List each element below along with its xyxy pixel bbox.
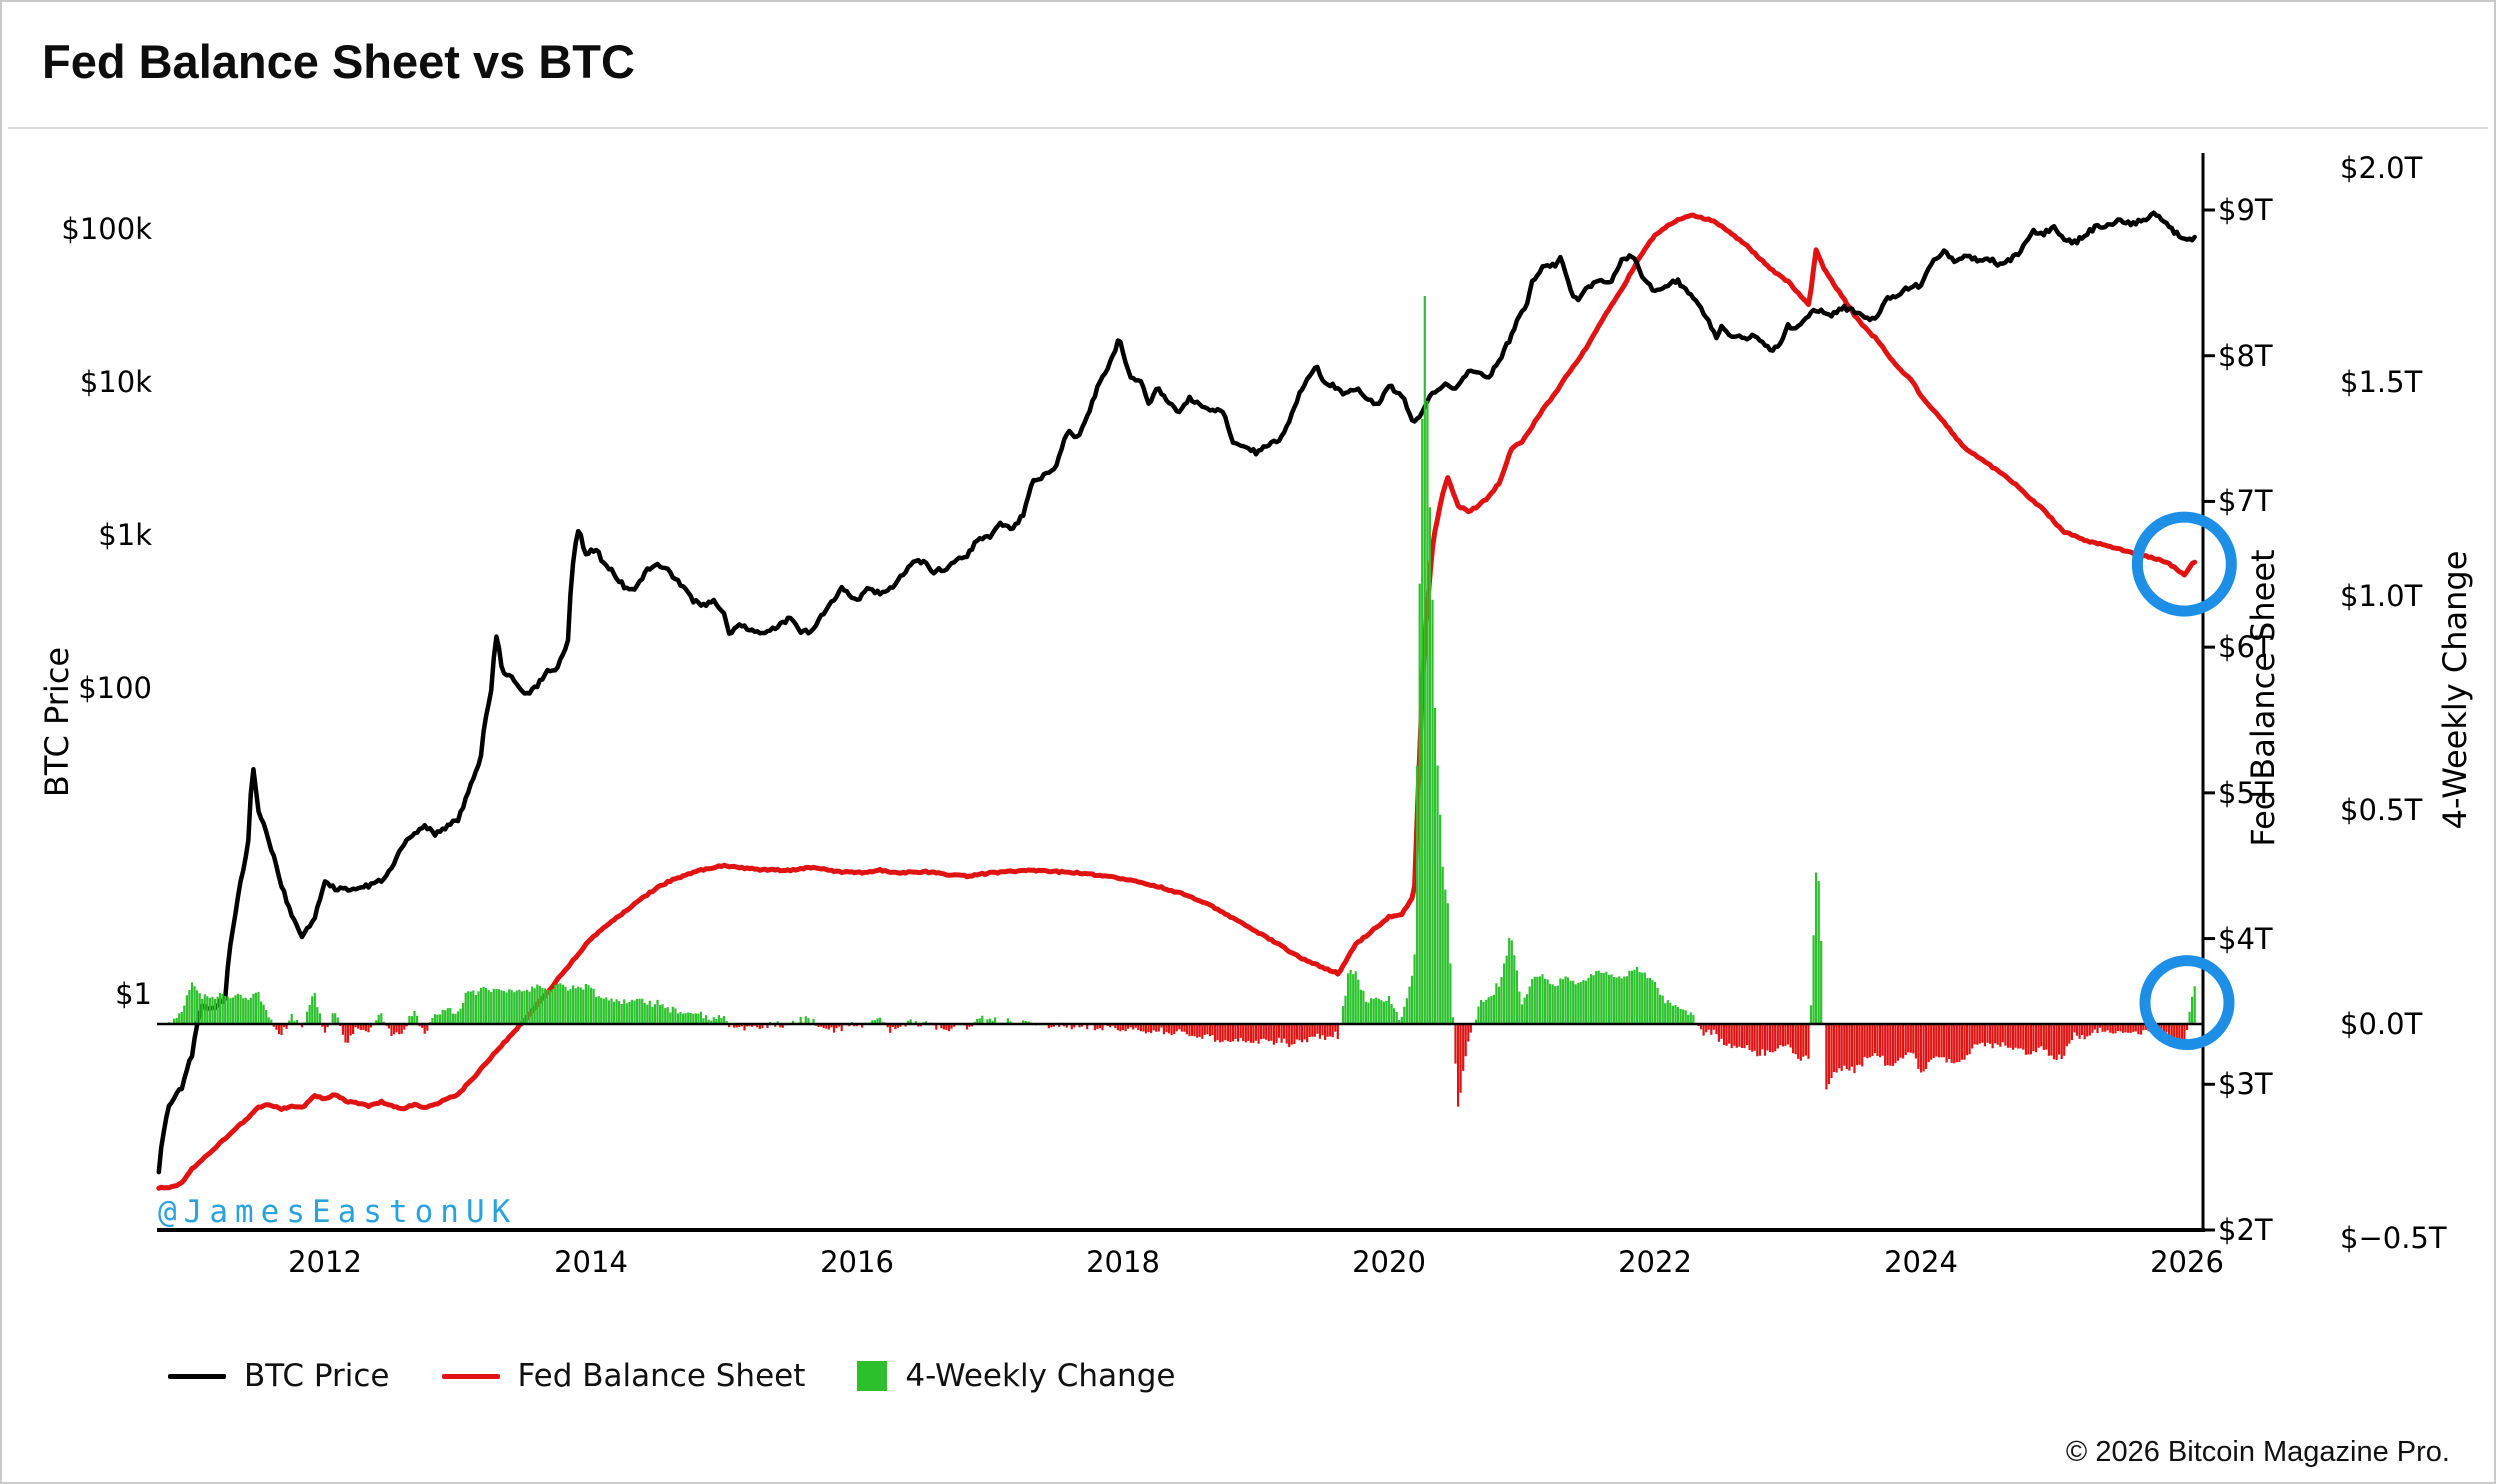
- year-tick-label: 2018: [1086, 1245, 1160, 1279]
- btc-tick-label: $10k: [79, 365, 152, 399]
- change-bars-negative: [272, 1024, 2189, 1107]
- change-tick-label: $0.5T: [2340, 793, 2423, 827]
- year-tick-label: 2026: [2150, 1245, 2224, 1279]
- btc-price-line: [156, 210, 2197, 1175]
- fed-tick-label: $2T: [2218, 1213, 2273, 1247]
- fed-tick-label: $8T: [2218, 338, 2273, 373]
- legend-square-marker: [857, 1361, 888, 1391]
- fed-tick-label: $4T: [2218, 921, 2273, 956]
- legend-label: BTC Price: [244, 1358, 390, 1394]
- change-tick-label: $−0.5T: [2340, 1221, 2447, 1255]
- btc-tick-label: $100k: [61, 212, 152, 246]
- legend-line-marker: [168, 1373, 226, 1379]
- fed-tick-label: $9T: [2218, 193, 2273, 227]
- year-tick-label: 2024: [1884, 1245, 1958, 1279]
- change-tick-label: $1.0T: [2340, 579, 2423, 613]
- change-tick-label: $1.5T: [2340, 365, 2423, 399]
- legend-label: Fed Balance Sheet: [517, 1358, 806, 1394]
- fed-axis-title: Fed Balance Sheet: [2244, 549, 2282, 847]
- fed-balance-sheet-line: [156, 212, 2198, 1191]
- year-tick-label: 2020: [1352, 1245, 1426, 1279]
- highlight-circle-fed-line-end: [2131, 511, 2237, 617]
- year-tick-label: 2016: [820, 1245, 894, 1279]
- change-axis-title: 4-Weekly Change: [2436, 550, 2474, 830]
- btc-axis-title: BTC Price: [38, 646, 76, 798]
- year-tick-label: 2012: [288, 1245, 362, 1279]
- chart-legend: BTC Price Fed Balance Sheet 4-Weekly Chang…: [168, 1350, 1175, 1402]
- legend-line-marker: [441, 1373, 500, 1379]
- page-title: Fed Balance Sheet vs BTC: [42, 35, 635, 88]
- btc-tick-label: $1k: [98, 518, 152, 552]
- highlight-circle-last-change-bar: [2139, 955, 2235, 1051]
- year-tick-label: 2014: [554, 1245, 628, 1279]
- header-divider: [8, 127, 2488, 129]
- fed-tick-label: $6T: [2218, 630, 2273, 665]
- legend-item-fed-balance-sheet: Fed Balance Sheet: [441, 1358, 806, 1394]
- year-tick-label: 2022: [1618, 1245, 1692, 1279]
- watermark-handle: @JamesEastonUK: [158, 1194, 518, 1230]
- btc-tick-label: $1: [115, 977, 152, 1011]
- fed-tick-label: $5T: [2218, 775, 2273, 810]
- legend-item-4-weekly-change: 4-Weekly Change: [857, 1358, 1175, 1394]
- change-tick-label: $2.0T: [2340, 151, 2423, 185]
- change-tick-label: $0.0T: [2340, 1007, 2423, 1041]
- copyright-note: © 2026 Bitcoin Magazine Pro.: [2065, 1436, 2450, 1468]
- fed-tick-label: $3T: [2218, 1067, 2273, 1102]
- legend-item-btc-price: BTC Price: [168, 1358, 390, 1394]
- legend-label: 4-Weekly Change: [905, 1358, 1176, 1394]
- fed-tick-label: $7T: [2218, 484, 2273, 519]
- btc-tick-label: $100: [78, 671, 152, 705]
